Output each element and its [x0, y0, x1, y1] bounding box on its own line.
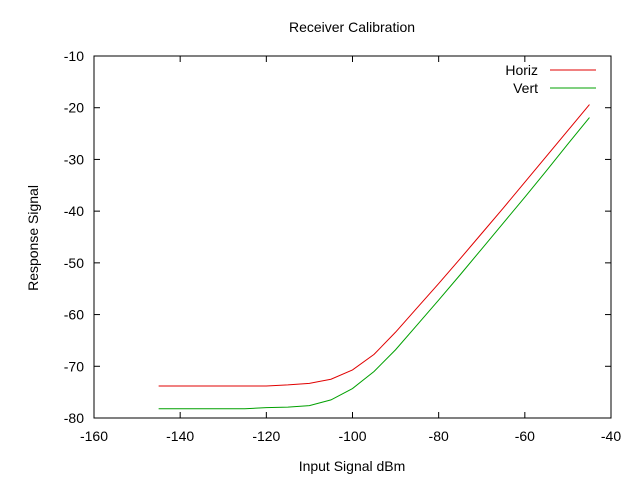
y-tick-label: -70: [64, 358, 84, 374]
x-tick-label: -60: [515, 428, 535, 444]
legend-label: Horiz: [505, 62, 538, 78]
x-axis-label: Input Signal dBm: [299, 458, 406, 474]
x-tick-label: -100: [338, 428, 366, 444]
y-tick-label: -40: [64, 203, 84, 219]
plot-frame: [93, 55, 612, 419]
x-tick-label: -80: [429, 428, 449, 444]
y-tick-label: -60: [64, 307, 84, 323]
legend-label: Vert: [513, 80, 538, 96]
plot-area: -160 -140 -120 -100 -80 -60 -40 -80 -70 -60 -50 -40…: [64, 48, 622, 444]
y-tick-label: -20: [64, 100, 84, 116]
y-tick-label: -30: [64, 151, 84, 167]
y-tick-label: -50: [64, 255, 84, 271]
x-tick-label: -40: [601, 428, 621, 444]
x-tick-label: -140: [166, 428, 194, 444]
y-axis-label: Response Signal: [25, 185, 41, 291]
chart-title: Receiver Calibration: [289, 19, 415, 35]
x-tick-label: -160: [80, 428, 108, 444]
y-tick-label: -80: [64, 410, 84, 426]
x-tick-label: -120: [252, 428, 280, 444]
series-line-horiz: [158, 104, 590, 387]
y-tick-label: -10: [64, 48, 84, 64]
series-line-vert: [158, 117, 590, 410]
